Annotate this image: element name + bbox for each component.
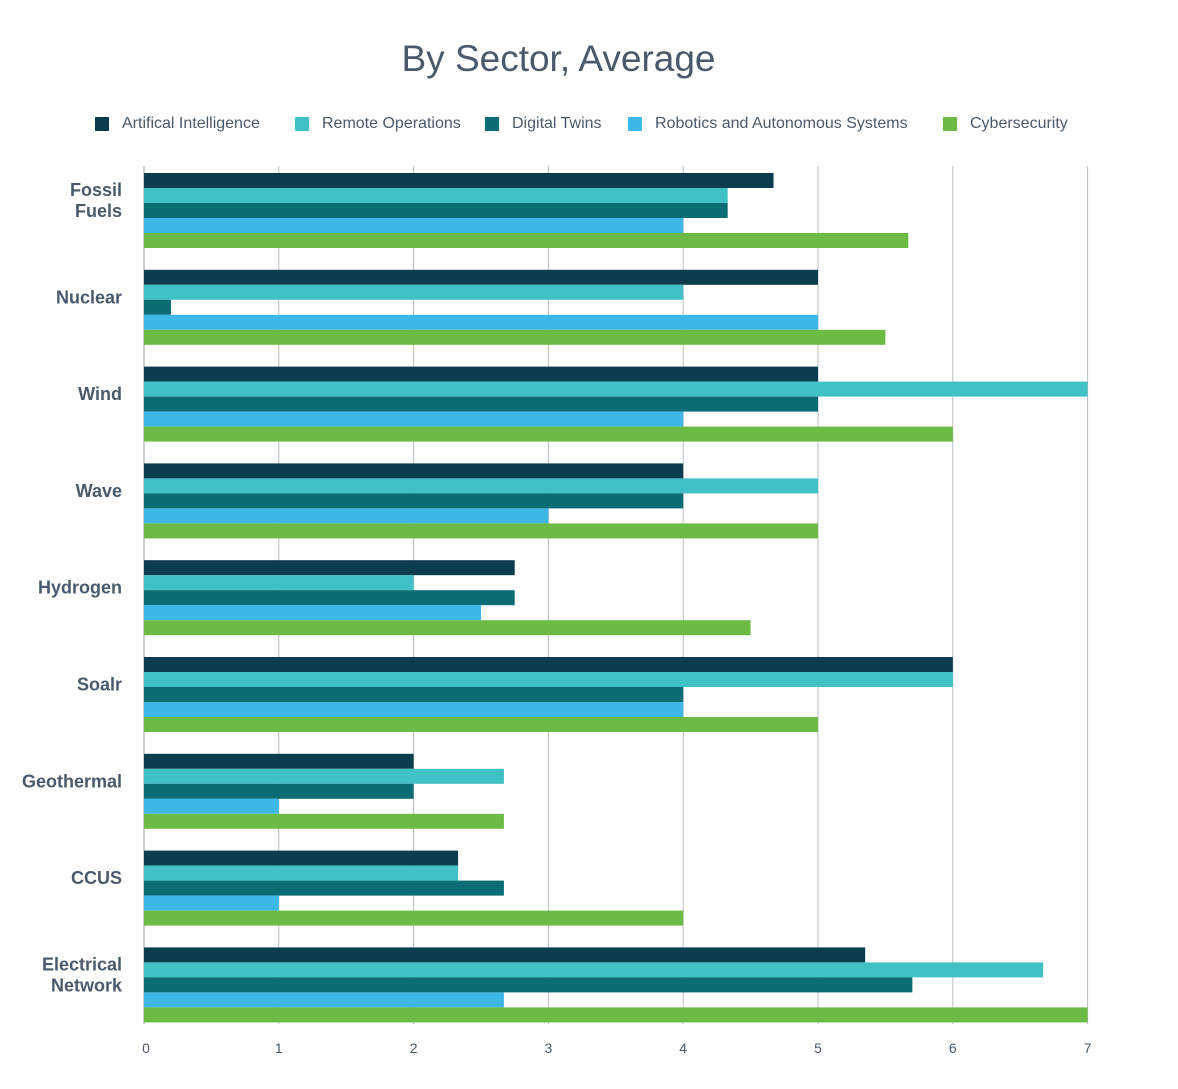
bar [144,463,684,479]
bar [144,880,504,896]
legend: Artifical Intelligence Remote Operations… [95,112,1145,136]
legend-swatch-cybersecurity [943,117,957,131]
legend-swatch-remote-operations [295,117,309,131]
chart-title: By Sector, Average [401,38,716,79]
bar [144,753,414,769]
bar [144,188,728,203]
category-label: Geothermal [22,771,122,791]
bar [144,269,818,285]
bar [144,508,549,524]
bar [144,865,459,881]
category-label: Fossil [70,180,122,200]
bar [144,173,774,188]
x-tick-label: 5 [814,1040,822,1056]
bar [144,798,279,814]
bar [144,977,913,993]
bar [144,493,684,509]
x-tick-label: 2 [410,1040,418,1056]
bar [144,687,684,702]
legend-swatch-robotics [628,117,642,131]
x-tick-label: 7 [1084,1040,1092,1056]
bar [144,992,504,1008]
bar [144,768,504,784]
bar [144,947,866,963]
bar [144,284,684,300]
bar [144,575,414,591]
legend-item-remote-operations: Remote Operations [295,112,461,136]
bar [144,233,909,248]
x-tick-label: 3 [545,1040,553,1056]
category-label: Nuclear [56,287,122,307]
category-label: Fuels [75,201,122,221]
bar [144,850,459,866]
legend-label-artificial-intelligence: Artifical Intelligence [122,115,260,132]
legend-label-digital-twins: Digital Twins [512,115,602,132]
legend-item-artificial-intelligence: Artifical Intelligence [95,112,260,136]
bar [144,1007,1088,1023]
legend-swatch-artificial-intelligence [95,117,109,131]
category-label: Hydrogen [38,578,122,598]
bar [144,299,171,315]
bar [144,895,279,911]
bar [144,910,684,926]
bar [144,478,818,494]
category-label: Network [51,975,123,995]
bar [144,426,953,442]
bar [144,523,818,539]
bar [144,590,515,606]
legend-item-robotics: Robotics and Autonomous Systems [628,112,908,136]
legend-label-robotics: Robotics and Autonomous Systems [655,115,908,132]
bar [144,620,751,636]
bar [144,702,684,717]
category-label: CCUS [71,868,122,888]
legend-label-remote-operations: Remote Operations [322,115,461,132]
bar [144,203,728,218]
bar [144,962,1044,978]
bar [144,605,481,621]
category-label: Wind [78,384,122,404]
category-label: Soalr [77,675,122,695]
bar [144,218,684,233]
x-tick-label: 0 [142,1040,150,1056]
bar [144,560,515,576]
bar [144,672,953,687]
bar [144,366,818,382]
x-tick-label: 6 [949,1040,957,1056]
bar [144,813,504,829]
legend-swatch-digital-twins [485,117,499,131]
bar [144,329,886,345]
legend-label-cybersecurity: Cybersecurity [970,115,1068,132]
legend-item-digital-twins: Digital Twins [485,112,602,136]
bar [144,314,818,330]
category-label: Electrical [42,954,122,974]
bar [144,411,684,427]
legend-item-cybersecurity: Cybersecurity [943,112,1068,136]
bar [144,381,1088,397]
x-tick-label: 4 [679,1040,687,1056]
x-tick-label: 1 [275,1040,283,1056]
bar [144,783,414,799]
bar [144,717,818,732]
bar [144,657,953,672]
bar [144,396,818,412]
category-label: Wave [76,481,122,501]
